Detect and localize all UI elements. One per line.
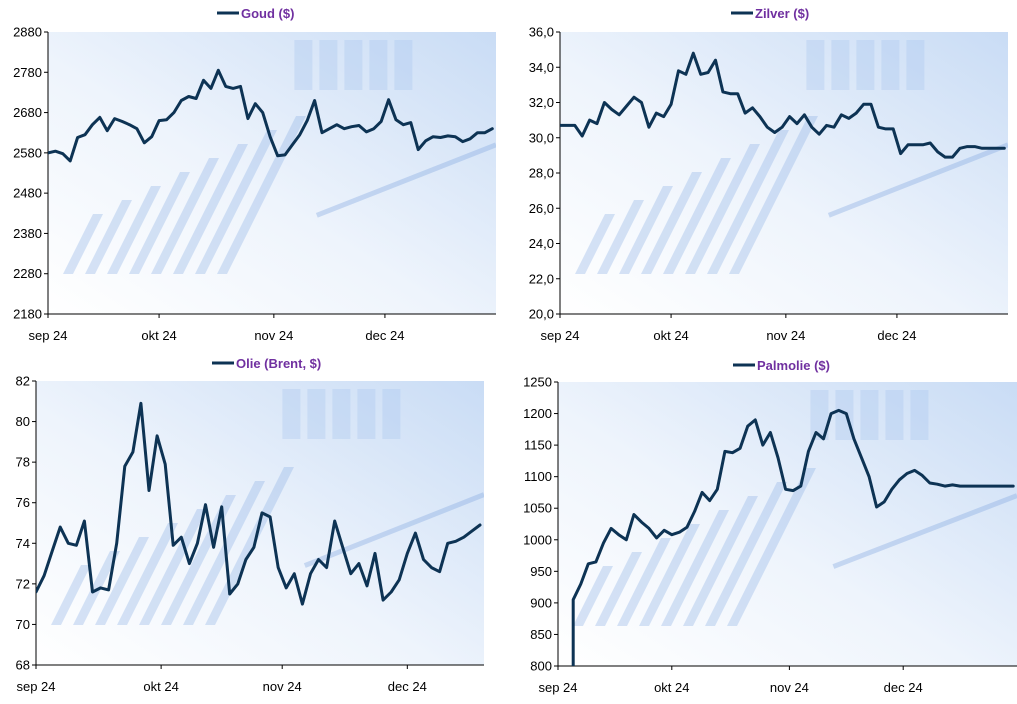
series-line	[571, 408, 1015, 666]
palm-oil-chart: 1250 1200 1150 1100 1050 1000 950 900 850 800 sep …	[508, 352, 1017, 704]
y-tick-label: 28,0	[529, 166, 554, 181]
silver-chart-svg: 36,0 34,0 32,0 30,0 28,0 26,0 24,0 22,0 20,0 sep …	[529, 6, 1008, 343]
gold-chart: 2880 2780 2680 2580 2480 2380 2280 2180 sep 24 ok…	[0, 0, 508, 352]
x-tick-label: nov 24	[263, 679, 302, 694]
oil-chart: 82 80 78 76 74 72 70 68 sep 24 okt 24 nov 24 dec 24…	[0, 352, 508, 704]
oil-chart-svg: 82 80 78 76 74 72 70 68 sep 24 okt 24 nov 24 dec 24…	[16, 356, 484, 694]
y-tick-label: 70	[16, 617, 30, 632]
y-tick-label: 82	[16, 374, 30, 389]
x-tick-label: dec 24	[884, 680, 923, 695]
y-tick-label: 2280	[13, 266, 42, 281]
y-tick-label: 80	[16, 414, 30, 429]
y-tick-label: 1250	[523, 375, 552, 390]
plot-background	[560, 32, 1008, 314]
y-tick-label: 26,0	[529, 201, 554, 216]
x-tick-label: dec 24	[388, 679, 427, 694]
y-tick-label: 72	[16, 576, 30, 591]
y-tick-label: 76	[16, 495, 30, 510]
legend-label: Olie (Brent, $)	[236, 356, 321, 371]
x-tick-label: sep 24	[16, 679, 55, 694]
background-decoration	[63, 40, 496, 274]
y-tick-label: 950	[530, 564, 552, 579]
plot-background	[558, 382, 1017, 666]
legend-label: Goud ($)	[241, 6, 294, 21]
y-tick-label: 2680	[13, 105, 42, 120]
y-tick-label: 1100	[524, 469, 552, 484]
y-tick-label: 2880	[13, 25, 42, 40]
x-tick-label: nov 24	[766, 328, 805, 343]
series-line	[36, 401, 482, 606]
x-tick-label: okt 24	[654, 680, 689, 695]
y-tick-label: 20,0	[529, 307, 554, 322]
y-tick-label: 34,0	[529, 60, 554, 75]
y-tick-label: 68	[16, 658, 30, 673]
background-decoration	[573, 390, 1017, 626]
x-tick-label: okt 24	[653, 328, 688, 343]
x-tick-label: okt 24	[141, 328, 176, 343]
gold-chart-svg: 2880 2780 2680 2580 2480 2380 2280 2180 sep 24 ok…	[13, 6, 496, 343]
x-tick-label: nov 24	[770, 680, 809, 695]
x-tick-label: nov 24	[254, 328, 293, 343]
x-tick-label: dec 24	[365, 328, 404, 343]
background-decoration	[575, 40, 1008, 274]
y-tick-label: 2180	[13, 307, 42, 322]
series-line	[48, 68, 494, 163]
y-tick-label: 32,0	[529, 95, 554, 110]
plot-background	[48, 32, 496, 314]
y-tick-label: 1000	[523, 532, 552, 547]
y-tick-label: 1150	[524, 438, 552, 453]
silver-chart: 36,0 34,0 32,0 30,0 28,0 26,0 24,0 22,0 20,0 sep …	[508, 0, 1017, 352]
y-tick-label: 74	[16, 536, 30, 551]
y-tick-label: 30,0	[529, 130, 554, 145]
x-tick-label: sep 24	[28, 328, 67, 343]
y-tick-label: 36,0	[529, 25, 554, 40]
y-tick-label: 1200	[523, 406, 552, 421]
y-tick-label: 900	[530, 595, 552, 610]
y-tick-label: 1050	[523, 501, 552, 516]
x-tick-label: sep 24	[540, 328, 579, 343]
x-tick-label: sep 24	[538, 680, 577, 695]
y-tick-label: 24,0	[529, 236, 554, 251]
y-tick-label: 2580	[13, 145, 42, 160]
legend-label: Palmolie ($)	[757, 358, 830, 373]
y-tick-label: 800	[530, 659, 552, 674]
y-tick-label: 22,0	[529, 271, 554, 286]
legend-label: Zilver ($)	[755, 6, 809, 21]
palm-oil-chart-svg: 1250 1200 1150 1100 1050 1000 950 900 850 800 sep …	[523, 358, 1017, 695]
y-tick-label: 2780	[13, 65, 42, 80]
y-tick-label: 2380	[13, 226, 42, 241]
x-tick-label: okt 24	[143, 679, 178, 694]
y-tick-label: 850	[530, 627, 552, 642]
y-tick-label: 2480	[13, 186, 42, 201]
series-line	[560, 51, 1006, 159]
x-tick-label: dec 24	[877, 328, 916, 343]
y-tick-label: 78	[16, 455, 30, 470]
